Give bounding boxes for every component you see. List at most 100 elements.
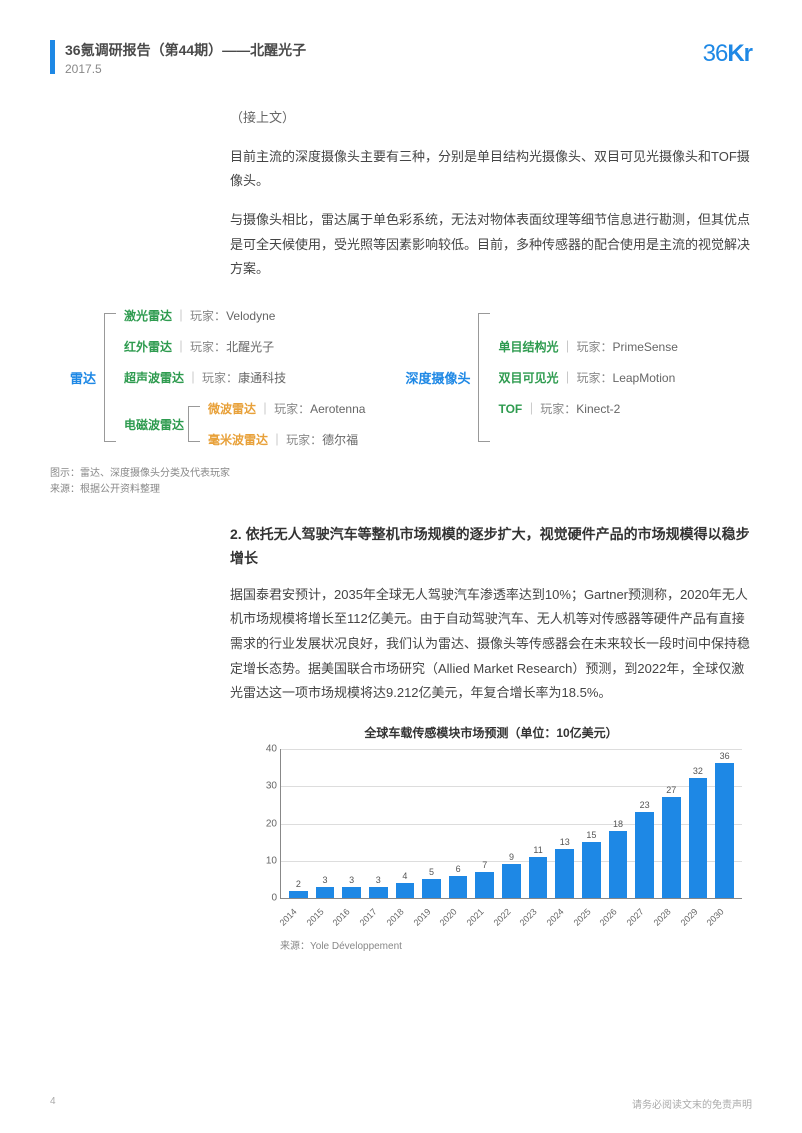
bar: 23	[631, 800, 658, 898]
body-text-block: （接上文） 目前主流的深度摄像头主要有三种，分别是单目结构光摄像头、双目可见光摄…	[230, 106, 752, 282]
diagram-item: TOF｜玩家：Kinect-2	[498, 400, 677, 417]
bar: 9	[498, 852, 525, 898]
bar: 4	[392, 871, 419, 898]
diagram-item: 微波雷达｜玩家：Aerotenna	[208, 400, 365, 417]
player-name: Kinect-2	[576, 402, 620, 416]
player-name: Aerotenna	[310, 402, 365, 416]
bar-value-label: 3	[349, 875, 354, 885]
diagram-caption: 图示：雷达、深度摄像头分类及代表玩家	[50, 466, 752, 482]
player-prefix: 玩家：	[190, 338, 226, 355]
section-2-paragraph: 据国泰君安预计，2035年全球无人驾驶汽车渗透率达到10%；Gartner预测称…	[230, 583, 752, 706]
brand-logo: 36Kr	[703, 40, 752, 68]
bar: 3	[312, 875, 339, 898]
continuation-note: （接上文）	[230, 106, 752, 131]
bar: 18	[605, 819, 632, 899]
separator: ｜	[259, 400, 271, 417]
separator: ｜	[175, 307, 187, 324]
player-name: 北醒光子	[226, 338, 274, 355]
diagram-item: 电磁波雷达微波雷达｜玩家：Aerotenna毫米波雷达｜玩家：德尔福	[124, 400, 365, 448]
diagram-item: 激光雷达｜玩家：Velodyne	[124, 307, 365, 324]
diagram-item: 单目结构光｜玩家：PrimeSense	[498, 338, 677, 355]
bar-value-label: 6	[456, 864, 461, 874]
bar: 32	[685, 766, 712, 898]
diagram-source: 来源：根据公开资料整理	[50, 482, 752, 498]
bar: 5	[418, 867, 445, 898]
sensor-type: 电磁波雷达	[124, 416, 184, 433]
sensor-type: 双目可见光	[498, 369, 558, 386]
separator: ｜	[271, 431, 283, 448]
bar-value-label: 23	[640, 800, 650, 810]
bar-value-label: 32	[693, 766, 703, 776]
player-prefix: 玩家：	[274, 400, 310, 417]
bar-value-label: 4	[402, 871, 407, 881]
diagram-item: 红外雷达｜玩家：北醒光子	[124, 338, 365, 355]
bar: 7	[471, 860, 498, 898]
player-prefix: 玩家：	[202, 369, 238, 386]
bar-value-label: 9	[509, 852, 514, 862]
bar-value-label: 2	[296, 879, 301, 889]
bar-value-label: 11	[533, 845, 542, 855]
disclaimer-note: 请务必阅读文末的免责声明	[632, 1096, 752, 1111]
bar-value-label: 27	[666, 785, 676, 795]
separator: ｜	[562, 338, 574, 355]
bar-value-label: 5	[429, 867, 434, 877]
header-accent-bar	[50, 40, 55, 74]
player-prefix: 玩家：	[577, 338, 613, 355]
player-name: PrimeSense	[613, 340, 678, 354]
bar-value-label: 7	[482, 860, 487, 870]
sensor-type: 微波雷达	[208, 400, 256, 417]
separator: ｜	[562, 369, 574, 386]
y-tick: 20	[259, 818, 277, 829]
page-footer: 4 请务必阅读文末的免责声明	[50, 1096, 752, 1111]
y-tick: 0	[259, 893, 277, 904]
bar: 27	[658, 785, 685, 898]
diagram-item: 双目可见光｜玩家：LeapMotion	[498, 369, 677, 386]
separator: ｜	[525, 400, 537, 417]
sensor-type: 激光雷达	[124, 307, 172, 324]
separator: ｜	[187, 369, 199, 386]
bar: 36	[711, 751, 738, 898]
bar-value-label: 18	[613, 819, 623, 829]
sensor-type: 单目结构光	[498, 338, 558, 355]
diagram-item: 毫米波雷达｜玩家：德尔福	[208, 431, 365, 448]
y-tick: 40	[259, 744, 277, 755]
sensor-type: TOF	[498, 402, 522, 416]
sensor-type: 毫米波雷达	[208, 431, 268, 448]
player-prefix: 玩家：	[577, 369, 613, 386]
page-number: 4	[50, 1096, 56, 1111]
chart-title: 全球车载传感模块市场预测（单位：10亿美元）	[230, 724, 752, 741]
bar-chart: 0102030402333456791113151823273236 20142…	[260, 749, 742, 929]
report-title: 36氪调研报告（第44期）——北醒光子	[65, 40, 306, 60]
paragraph-2: 与摄像头相比，雷达属于单色彩系统，无法对物体表面纹理等细节信息进行勘测，但其优点…	[230, 208, 752, 282]
player-name: Velodyne	[226, 309, 275, 323]
section-2-heading: 2. 依托无人驾驶汽车等整机市场规模的逐步扩大，视觉硬件产品的市场规模得以稳步增…	[230, 523, 752, 571]
player-prefix: 玩家：	[540, 400, 576, 417]
sensor-type: 红外雷达	[124, 338, 172, 355]
y-tick: 30	[259, 781, 277, 792]
diagram-root: 雷达	[70, 368, 96, 387]
diagram-item: 超声波雷达｜玩家：康通科技	[124, 369, 365, 386]
bar: 15	[578, 830, 605, 898]
player-name: 康通科技	[238, 369, 286, 386]
player-prefix: 玩家：	[190, 307, 226, 324]
bar-value-label: 36	[720, 751, 730, 761]
diagram-root: 深度摄像头	[405, 368, 470, 387]
page-header: 36氪调研报告（第44期）——北醒光子 2017.5 36Kr	[50, 40, 752, 76]
sensor-type: 超声波雷达	[124, 369, 184, 386]
bar-value-label: 3	[322, 875, 327, 885]
bar-value-label: 13	[560, 837, 570, 847]
bar: 6	[445, 864, 472, 899]
bar: 2	[285, 879, 312, 899]
bar-value-label: 15	[586, 830, 596, 840]
report-date: 2017.5	[65, 62, 306, 76]
y-tick: 10	[259, 855, 277, 866]
classification-diagram: 雷达激光雷达｜玩家：Velodyne红外雷达｜玩家：北醒光子超声波雷达｜玩家：康…	[50, 307, 752, 498]
bar: 3	[365, 875, 392, 898]
bar-value-label: 3	[376, 875, 381, 885]
player-name: 德尔福	[322, 431, 358, 448]
player-prefix: 玩家：	[286, 431, 322, 448]
bar: 3	[338, 875, 365, 898]
diagram-column: 深度摄像头单目结构光｜玩家：PrimeSense双目可见光｜玩家：LeapMot…	[405, 307, 677, 448]
player-name: LeapMotion	[613, 371, 676, 385]
diagram-column: 雷达激光雷达｜玩家：Velodyne红外雷达｜玩家：北醒光子超声波雷达｜玩家：康…	[70, 307, 365, 448]
